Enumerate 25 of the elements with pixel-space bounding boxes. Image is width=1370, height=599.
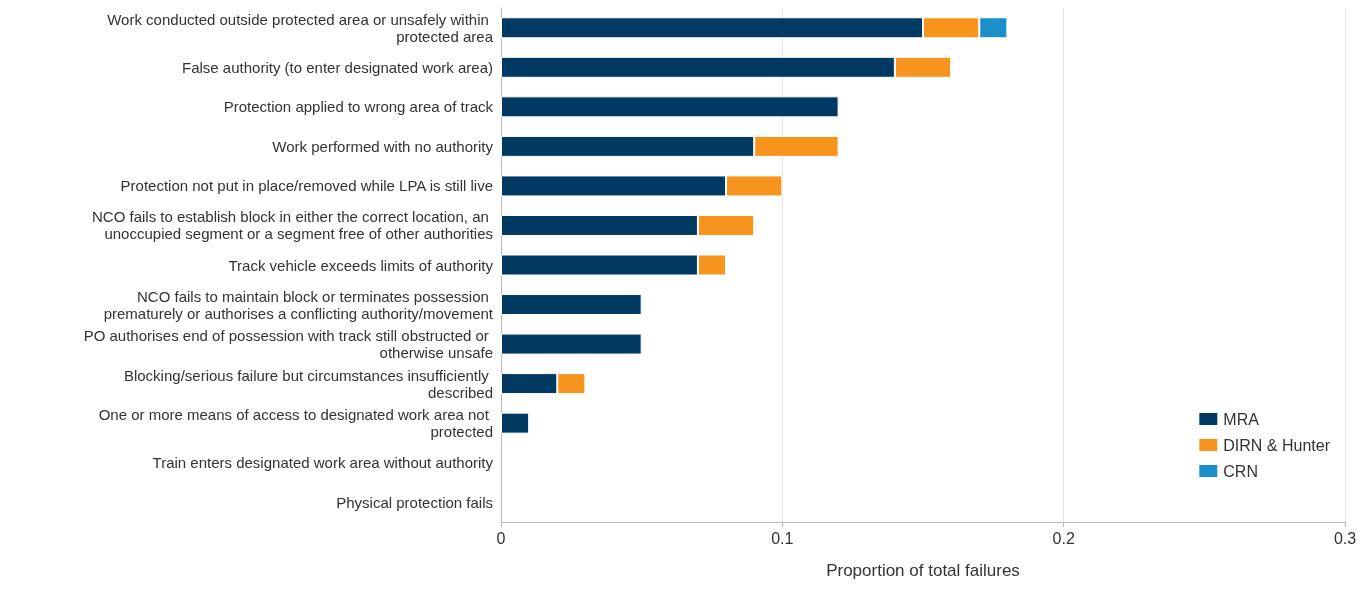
y-tick-label: Protection applied to wrong area of track [223,98,494,116]
x-tick-label: 0 [496,529,506,547]
bar [501,333,642,355]
x-tick-label: 0.3 [1333,529,1357,547]
y-tick-label: Protection not put in place/removed while LPA is still live [120,177,493,195]
legend-label: MRA [1223,410,1260,428]
bar [501,294,642,316]
y-tick-label: False authority (to enter designated work area) [182,58,493,76]
legend-label: CRN [1223,462,1258,480]
y-tick-label: NCO fails to maintain block or terminates possession prematurely or authorises a conflicting authority/movement [103,287,494,322]
y-tick-label: Work conducted outside protected area or unsafely within protected area [107,10,494,45]
bar [501,96,839,118]
x-tick-label: 0.1 [771,529,794,547]
y-tick-label: Track vehicle exceeds limits of authority [228,256,494,274]
x-axis-title: Proportion of total failures [826,561,1020,580]
y-tick-label: Work performed with no authority [272,137,494,155]
bar [501,412,530,434]
legend-label: DIRN & Hunter [1223,436,1331,454]
y-tick-label: Physical protection fails [336,493,493,511]
y-tick-label: PO authorises end of possession with track still obstructed or otherwise unsafe [83,327,493,362]
y-tick-label: Train enters designated work area without authority [152,454,494,472]
x-tick-label: 0.2 [1052,529,1075,547]
y-tick-label: One or more means of access to designated work area not protected [98,406,493,441]
y-tick-label: NCO fails to establish block in either the correct location, an unoccupied segment or a segment free of other authorities [91,208,493,243]
y-tick-label: Blocking/serious failure but circumstances insufficiently described [123,366,493,401]
